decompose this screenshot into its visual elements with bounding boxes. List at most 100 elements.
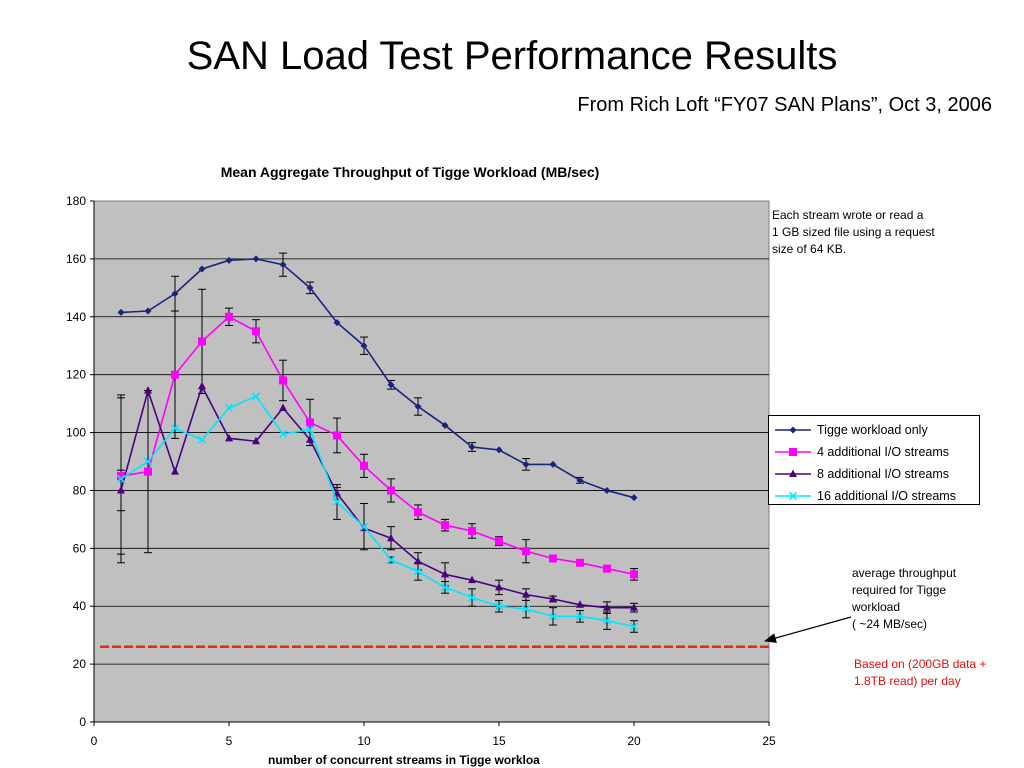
series-3 <box>117 381 638 611</box>
slide-subtitle: From Rich Loft “FY07 SAN Plans”, Oct 3, … <box>577 94 992 116</box>
annotation-arrow <box>764 616 852 643</box>
y-tick-label: 140 <box>66 310 86 324</box>
data-point <box>521 605 531 614</box>
legend-label: 16 additional I/O streams <box>817 489 956 503</box>
data-point <box>494 602 504 611</box>
data-point <box>575 612 585 621</box>
data-point <box>576 476 584 484</box>
legend-swatch <box>775 426 811 434</box>
legend-label: 4 additional I/O streams <box>817 445 950 459</box>
data-point <box>279 376 287 385</box>
legend-swatch <box>775 448 811 456</box>
x-tick-label: 15 <box>492 734 506 748</box>
series-line <box>120 384 634 609</box>
data-point <box>170 424 180 433</box>
data-point <box>602 616 612 625</box>
slide-title: SAN Load Test Performance Results <box>186 34 838 78</box>
data-point <box>117 308 125 316</box>
y-tick-label: 120 <box>66 368 86 382</box>
chart-title: Mean Aggregate Throughput of Tigge Workl… <box>220 164 600 180</box>
legend-label: Tigge workload only <box>817 423 928 437</box>
stream-size-note: Each stream wrote or read a 1 GB sized f… <box>772 208 935 256</box>
data-point <box>441 421 449 429</box>
data-point <box>198 337 206 346</box>
data-point <box>225 433 233 442</box>
data-point <box>117 485 125 494</box>
data-point <box>629 622 639 631</box>
data-point <box>143 457 153 466</box>
series-4 <box>116 392 639 631</box>
data-point <box>144 467 152 476</box>
legend-item: 16 additional I/O streams <box>769 485 979 507</box>
data-point <box>117 471 125 480</box>
data-point <box>116 474 126 483</box>
data-point <box>252 327 260 336</box>
data-point <box>333 431 341 440</box>
data-point <box>306 284 314 292</box>
data-point <box>789 448 797 456</box>
data-point <box>144 386 152 394</box>
data-point <box>440 583 450 592</box>
data-point <box>387 533 395 542</box>
series-line <box>120 258 635 499</box>
data-point <box>630 570 638 579</box>
data-point <box>387 486 395 495</box>
x-tick-label: 10 <box>357 734 371 748</box>
data-point <box>279 261 287 269</box>
data-point <box>306 418 314 427</box>
legend-swatch <box>775 491 811 501</box>
data-point <box>252 436 260 445</box>
data-point <box>441 521 449 530</box>
data-point <box>603 486 611 494</box>
data-point <box>414 556 422 565</box>
data-point <box>468 443 476 451</box>
data-point <box>789 426 797 434</box>
data-point <box>171 467 179 475</box>
plot-area <box>93 200 770 723</box>
data-point <box>522 460 530 468</box>
data-point <box>360 461 368 470</box>
x-tick-label: 5 <box>226 734 233 748</box>
data-point <box>413 567 423 576</box>
data-point <box>305 425 315 434</box>
data-point <box>467 593 477 602</box>
data-point <box>224 403 234 413</box>
data-point <box>225 256 233 264</box>
data-point <box>252 255 260 263</box>
data-point <box>549 594 557 602</box>
data-point <box>522 547 530 556</box>
data-point <box>468 575 476 584</box>
data-point <box>279 403 287 411</box>
series-2 <box>117 312 638 579</box>
data-point <box>198 381 206 390</box>
x-tick-label: 25 <box>762 734 776 748</box>
data-point <box>414 508 422 517</box>
series-line <box>120 395 635 628</box>
data-point <box>251 392 261 401</box>
data-point <box>522 590 530 598</box>
y-tick-label: 0 <box>79 715 86 729</box>
data-point <box>225 312 233 321</box>
data-point <box>387 381 395 389</box>
y-tick-label: 40 <box>73 599 87 613</box>
legend-item: 8 additional I/O streams <box>769 463 979 485</box>
data-point <box>332 497 342 507</box>
data-point <box>197 435 207 444</box>
chart-legend: Tigge workload only 4 additional I/O stre… <box>768 415 980 505</box>
data-point <box>576 558 584 567</box>
data-point <box>495 582 503 591</box>
data-point <box>386 555 396 564</box>
x-tick-label: 0 <box>91 734 98 748</box>
data-point <box>359 522 369 531</box>
data-point <box>789 469 797 477</box>
x-axis-label: number of concurrent streams in Tigge wo… <box>268 753 540 767</box>
x-tick-label: 20 <box>627 734 641 748</box>
data-point <box>360 342 368 350</box>
y-tick-label: 20 <box>73 657 87 671</box>
average-throughput-note: average throughput required for Tigge wo… <box>852 566 957 631</box>
y-tick-label: 180 <box>66 194 86 208</box>
y-tick-label: 160 <box>66 252 86 266</box>
data-point <box>495 446 503 454</box>
data-point <box>144 307 152 315</box>
